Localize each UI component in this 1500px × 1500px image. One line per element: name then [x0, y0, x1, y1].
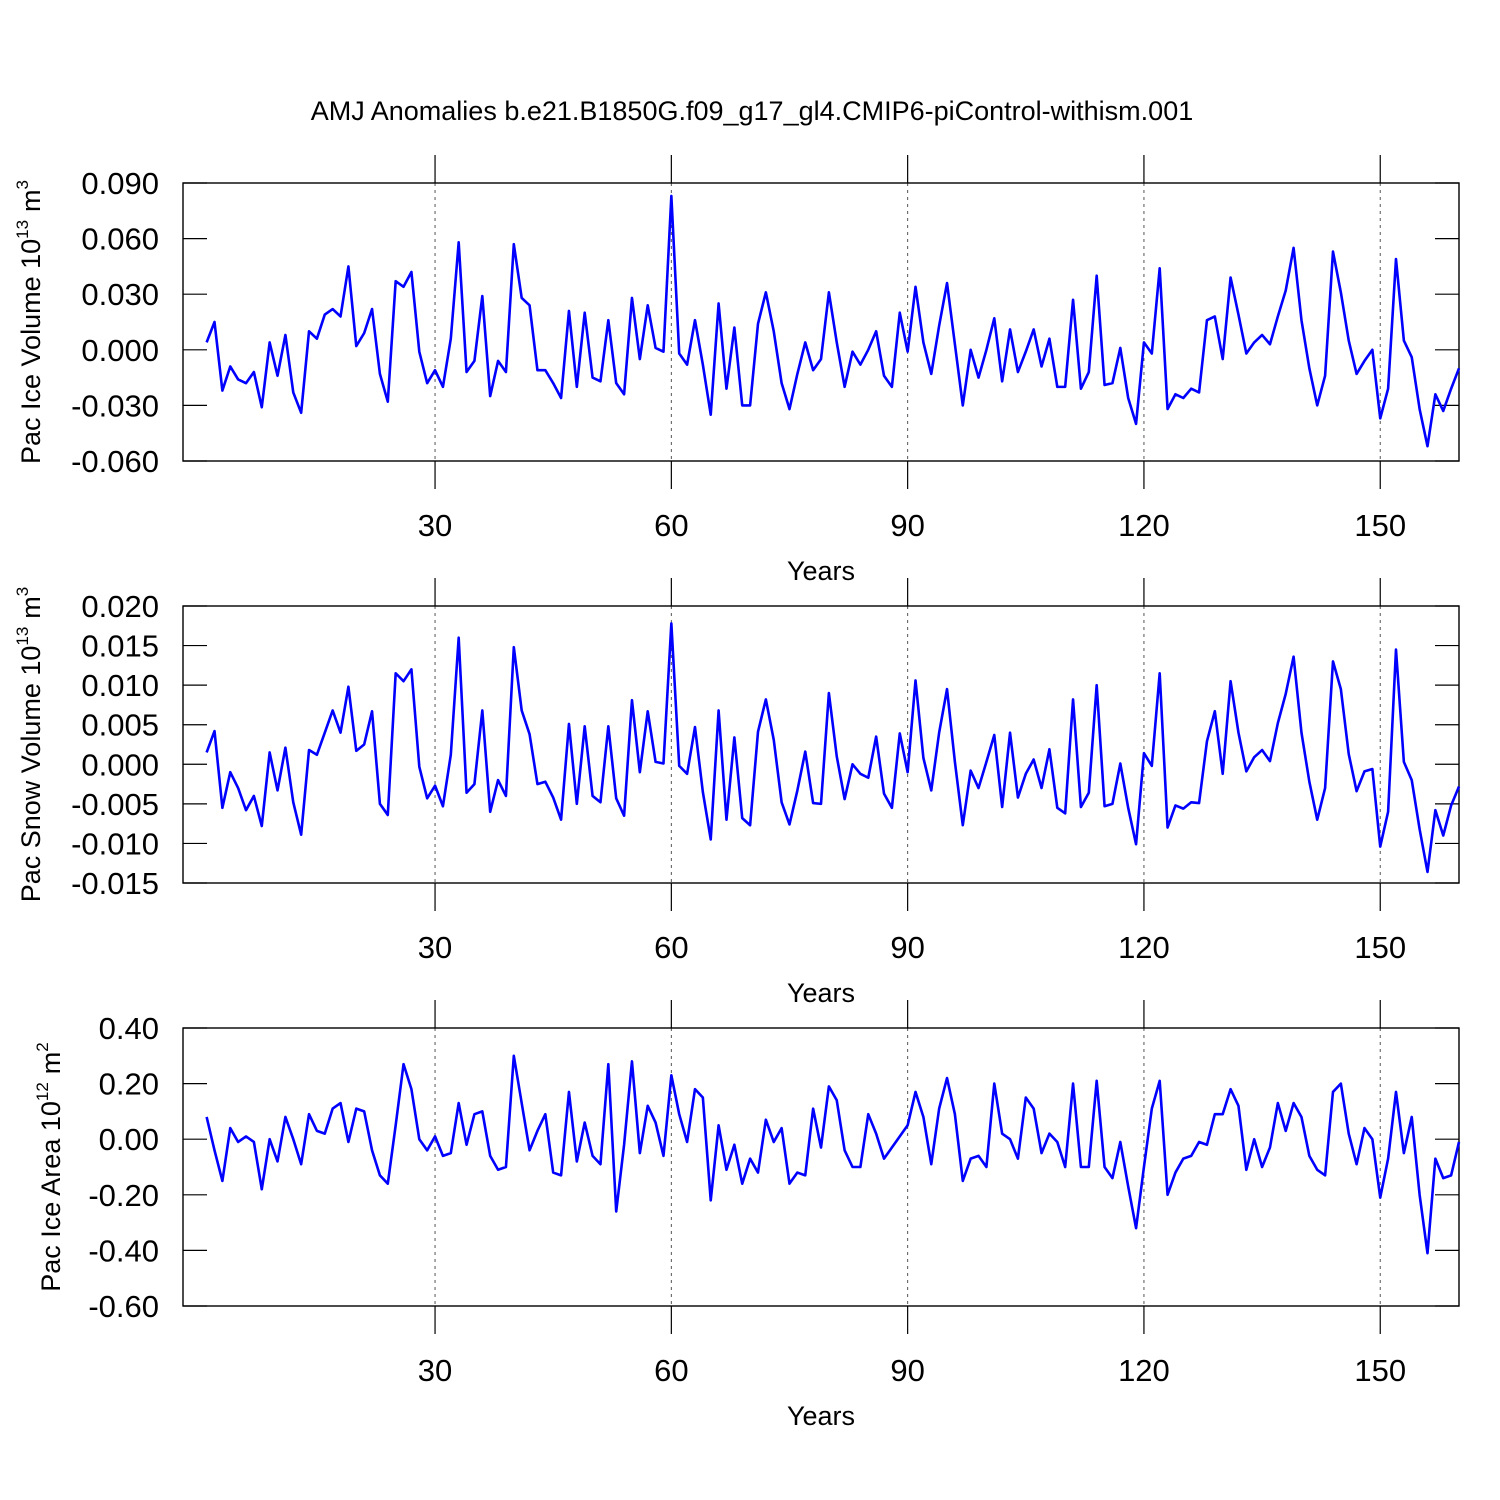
y-tick-label: 0.20 — [99, 1067, 159, 1102]
x-axis-label: Years — [787, 1401, 855, 1431]
y-label-text: Pac Ice Volume 10 — [16, 239, 46, 464]
y-tick-label: 0.020 — [81, 589, 159, 624]
x-tick-label: 30 — [418, 1353, 452, 1388]
x-tick-label: 60 — [654, 1353, 688, 1388]
x-tick-label: 150 — [1354, 930, 1406, 965]
y-label-power: 12 — [33, 1082, 52, 1101]
x-tick-label: 120 — [1118, 930, 1170, 965]
y-label-unit: m — [36, 1052, 66, 1075]
data-line — [205, 1054, 1461, 1255]
y-label-unit-power: 3 — [13, 180, 32, 189]
y-tick-label: -0.030 — [71, 388, 159, 423]
x-tick-label: 90 — [890, 1353, 924, 1388]
y-label-unit: m — [16, 189, 46, 212]
x-tick-label: 60 — [654, 508, 688, 543]
y-tick-label: 0.005 — [81, 708, 159, 743]
y-tick-label: 0.030 — [81, 277, 159, 312]
y-tick-label: 0.010 — [81, 668, 159, 703]
x-tick-label: 120 — [1118, 508, 1170, 543]
y-tick-label: 0.000 — [81, 747, 159, 782]
y-tick-label: 0.060 — [81, 222, 159, 257]
y-tick-label: -0.40 — [88, 1233, 159, 1268]
x-axis-label: Years — [787, 978, 855, 1008]
y-tick-label: 0.00 — [99, 1122, 159, 1157]
y-axis-label: Pac Ice Volume 1013 m3 — [13, 180, 46, 464]
y-tick-label: -0.20 — [88, 1178, 159, 1213]
y-label-unit: m — [16, 596, 46, 619]
data-line — [205, 622, 1461, 874]
y-tick-label: -0.60 — [88, 1289, 159, 1324]
x-tick-label: 90 — [890, 508, 924, 543]
y-tick-label: 0.40 — [99, 1011, 159, 1046]
x-axis-label: Years — [787, 556, 855, 586]
y-label-power: 13 — [13, 627, 32, 646]
y-tick-label: -0.010 — [71, 826, 159, 861]
x-tick-label: 150 — [1354, 1353, 1406, 1388]
data-line — [205, 194, 1461, 448]
x-tick-label: 60 — [654, 930, 688, 965]
y-tick-label: 0.015 — [81, 629, 159, 664]
plot-frame — [182, 182, 1460, 462]
y-label-unit-power: 2 — [33, 1042, 52, 1051]
y-label-unit-power: 3 — [13, 587, 32, 596]
y-tick-label: -0.015 — [71, 866, 159, 901]
plot-frame — [182, 605, 1460, 884]
y-tick-label: -0.005 — [71, 787, 159, 822]
y-label-text: Pac Snow Volume 10 — [16, 646, 46, 903]
x-tick-label: 30 — [418, 508, 452, 543]
y-label-power: 13 — [13, 220, 32, 239]
figure-title: AMJ Anomalies b.e21.B1850G.f09_g17_gl4.C… — [311, 96, 1193, 126]
x-tick-label: 30 — [418, 930, 452, 965]
y-tick-label: 0.000 — [81, 333, 159, 368]
y-axis-label: Pac Snow Volume 1013 m3 — [13, 587, 46, 903]
x-tick-label: 90 — [890, 930, 924, 965]
y-tick-label: 0.090 — [81, 166, 159, 201]
x-tick-label: 120 — [1118, 1353, 1170, 1388]
y-tick-label: -0.060 — [71, 444, 159, 479]
plot-frame — [182, 1027, 1460, 1307]
x-tick-label: 150 — [1354, 508, 1406, 543]
y-label-text: Pac Ice Area 10 — [36, 1101, 66, 1292]
y-axis-label: Pac Ice Area 1012 m2 — [33, 1042, 66, 1292]
